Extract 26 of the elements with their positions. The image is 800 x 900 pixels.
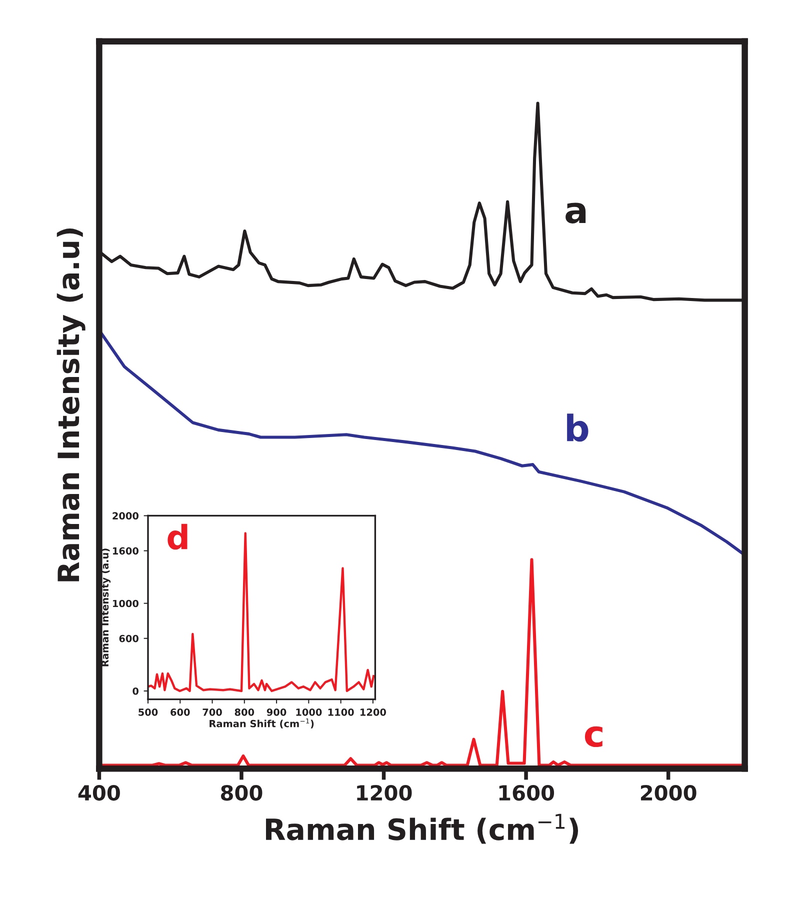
y-axis-title: Raman Intensity (a.u) (56, 228, 86, 582)
series-label: c (584, 726, 602, 748)
series-label: a (566, 202, 586, 224)
series-label: b (567, 414, 588, 442)
y-tick-label: 1000 (113, 600, 139, 608)
x-tick-label: 600 (170, 708, 190, 716)
y-tick-label: 0 (132, 687, 139, 695)
x-tick-label: 1200 (360, 708, 386, 716)
x-tick-label: 1100 (328, 708, 354, 716)
y-tick-label: 2000 (112, 512, 139, 520)
x-tick-label: 1200 (357, 784, 412, 801)
x-tick-label: 2000 (640, 784, 696, 801)
y-tick-label: 1600 (113, 547, 139, 555)
x-tick-label: 800 (221, 784, 262, 801)
y-axis-title: Raman Intensity (a.u) (101, 548, 111, 666)
x-tick-label: 800 (234, 708, 254, 716)
x-tick-label: 500 (138, 708, 158, 716)
x-tick-label: 900 (266, 708, 286, 716)
series-label: d (168, 524, 188, 550)
x-tick-label: 1000 (296, 708, 322, 716)
x-tick-label: 700 (202, 708, 222, 716)
x-axis-title: Raman Shift (cm$^{−1}$) (266, 814, 578, 844)
x-axis-title: Raman Shift (cm$^{−1}$) (210, 718, 314, 728)
x-tick-label: 400 (78, 784, 120, 801)
y-tick-label: 600 (119, 634, 139, 642)
x-tick-label: 1600 (499, 784, 554, 801)
